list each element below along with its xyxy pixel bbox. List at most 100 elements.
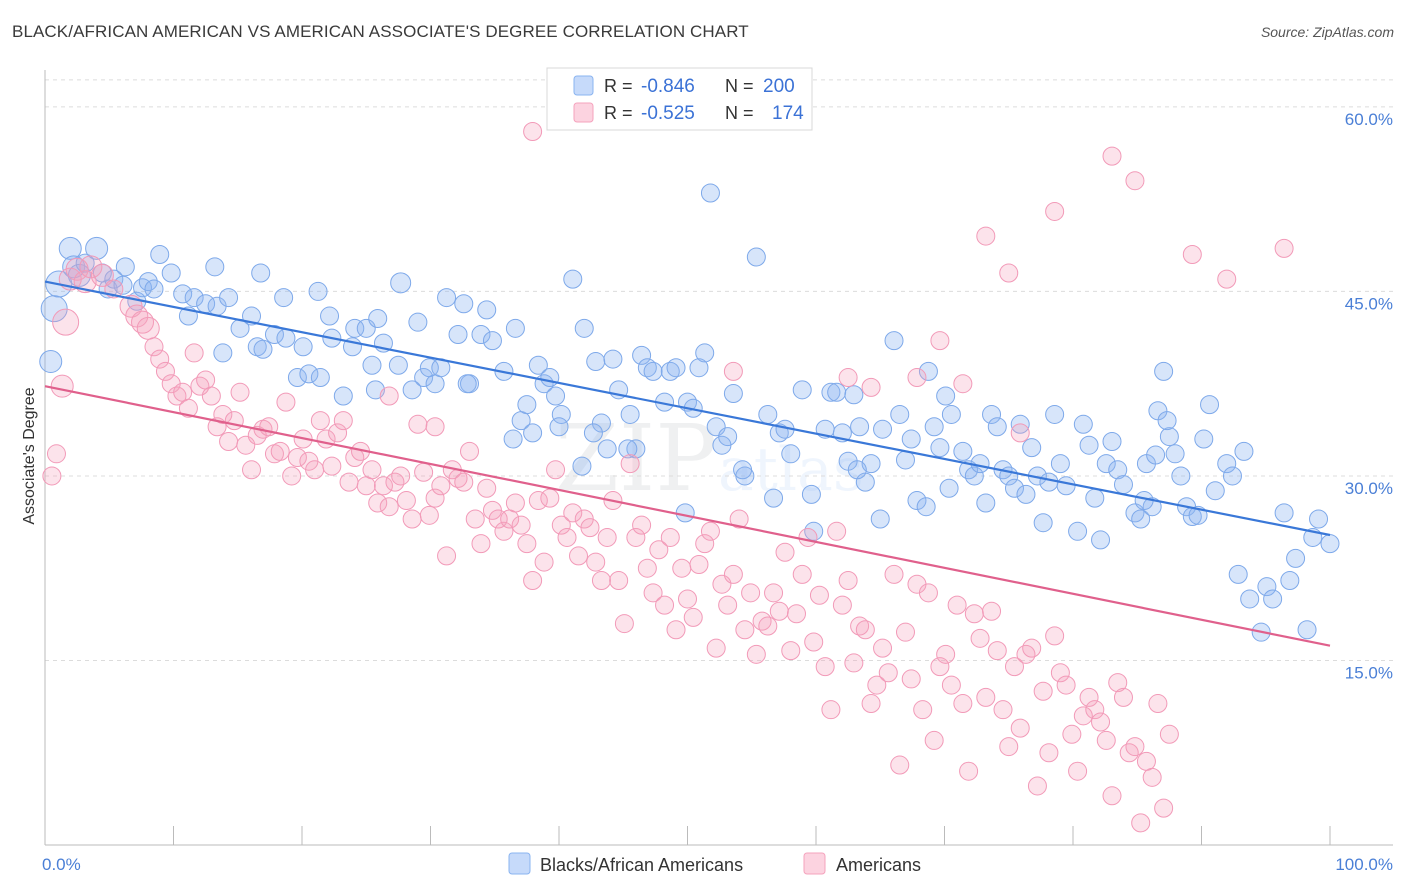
data-point [723,384,743,404]
data-point [385,472,405,492]
data-point [276,392,296,412]
data-point [941,675,961,695]
legend-n-value-2: 174 [772,103,804,124]
data-point [390,272,412,294]
data-point [706,638,726,658]
trend-line-americans [44,385,1331,647]
data-point [620,404,640,424]
data-point [746,644,766,664]
data-point [253,339,273,359]
data-point [569,546,589,566]
data-point [144,337,164,357]
data-point [425,374,445,394]
data-point [976,493,996,513]
data-point [804,632,824,652]
data-point [144,279,164,299]
data-point [85,236,109,260]
data-point [1263,589,1283,609]
data-point [523,571,543,591]
data-point [733,460,753,480]
data-point [752,611,772,631]
data-point [40,295,68,323]
data-point [1022,438,1042,458]
data-point [1257,577,1277,597]
data-point [528,355,548,375]
data-point [517,534,537,554]
data-point [695,534,715,554]
data-point [689,555,709,575]
data-point [1068,761,1088,781]
series-blacks-african-americans [39,183,1340,642]
watermark-atlas: atlas [718,435,864,505]
data-point [150,245,170,265]
data-point [930,657,950,677]
data-point [1045,626,1065,646]
data-point [632,515,652,535]
data-point [368,493,388,513]
chart-title: BLACK/AFRICAN AMERICAN VS AMERICAN ASSOC… [12,22,749,41]
data-point [287,448,307,467]
data-point [282,466,302,486]
data-point [792,380,812,400]
data-point [924,730,944,750]
data-point [1039,472,1059,492]
data-point [695,343,715,363]
data-point [976,226,996,246]
data-point [855,620,875,640]
correlation-legend: R = -0.846 N = 200 R = -0.525 N = 174 [546,67,813,131]
data-point [1217,454,1237,474]
y-tick-label: 45.0% [1345,294,1393,313]
legend-swatch-pink [573,102,594,123]
data-point [614,614,634,634]
data-point [850,616,870,636]
data-point [947,595,967,615]
data-point [1085,488,1105,508]
data-point [551,404,571,424]
data-point [1157,411,1177,431]
data-point [242,460,262,480]
data-point [1240,589,1260,609]
data-point [155,361,175,381]
data-point [964,604,984,624]
data-point [305,460,325,480]
data-point [769,601,789,621]
x-axis-ticks [44,826,1331,845]
data-point [815,657,835,677]
data-point [219,432,239,452]
data-point [1274,238,1294,258]
data-point [1096,730,1116,750]
data-point [838,571,858,591]
data-point [339,472,359,492]
data-point [609,571,629,591]
data-point [523,122,543,142]
data-point [861,694,881,714]
data-point [1022,638,1042,658]
legend-r-label-1: R = [604,76,633,96]
data-point [895,622,915,642]
data-point [861,377,881,397]
data-point [718,595,738,615]
data-point [173,382,193,402]
data-point [792,564,812,584]
data-point [391,466,411,486]
data-point [1056,476,1076,496]
data-point [913,700,933,720]
data-point [264,324,284,344]
data-point [675,503,695,523]
data-point [551,515,571,535]
data-point [939,478,959,498]
data-point [583,423,603,443]
data-point [603,349,623,369]
bottom-legend-label-pink: Americans [836,855,921,875]
data-point [1102,146,1122,166]
source-credit: Source: ZipAtlas.com [1260,24,1394,40]
data-point [457,374,477,394]
data-point [586,552,606,572]
data-point [827,521,847,541]
data-point [482,331,502,351]
data-point [308,281,328,301]
data-point [1125,171,1145,191]
data-point [907,368,927,388]
data-point [419,505,439,525]
